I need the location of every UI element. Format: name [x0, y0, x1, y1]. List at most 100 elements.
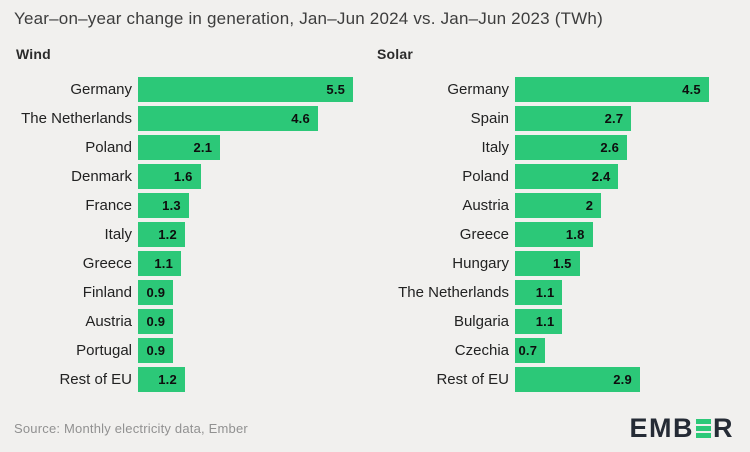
category-label: The Netherlands: [398, 284, 509, 301]
bar-track: 5.5: [138, 77, 357, 102]
bar: 5.5: [138, 77, 354, 102]
value-label: 1.1: [535, 285, 555, 300]
category-label: Greece: [82, 255, 132, 272]
bar-track: 1.1: [515, 280, 711, 305]
bar-track: 2.7: [515, 106, 711, 131]
category-label: Czechia: [454, 342, 509, 359]
bar-track: 1.8: [515, 222, 711, 247]
bar: 2.1: [138, 135, 221, 160]
value-label: 2.1: [193, 140, 213, 155]
category-label: France: [85, 197, 132, 214]
bar: 2.4: [515, 164, 619, 189]
bar: 1.5: [515, 251, 580, 276]
bar: 0.9: [138, 338, 174, 363]
bar: 0.9: [138, 309, 174, 334]
bar-track: 2.1: [138, 135, 357, 160]
bar-row: Greece 1.8: [375, 220, 736, 249]
value-label: 2.4: [591, 169, 611, 184]
ember-logo-text-prefix: EMB: [629, 413, 694, 443]
bar-row: Denmark 1.6: [14, 162, 375, 191]
bar-track: 4.6: [138, 106, 357, 131]
bar-track: 1.2: [138, 222, 357, 247]
bar-row: Finland 0.9: [14, 278, 375, 307]
category-label: Italy: [481, 139, 509, 156]
value-label: 2: [585, 198, 594, 213]
chart-title: Year–on–year change in generation, Jan–J…: [14, 9, 603, 28]
ember-logo: EMB R: [630, 415, 735, 442]
bar: 0.9: [138, 280, 174, 305]
solar-chart: Solar Germany 4.5 Spain 2.7 Italy 2.6 Poland 2.…: [375, 46, 736, 394]
bar: 2: [515, 193, 602, 218]
bar-row: Bulgaria 1.1: [375, 307, 736, 336]
value-label: 5.5: [326, 82, 346, 97]
value-label: 1.3: [162, 198, 181, 213]
value-label: 0.9: [146, 343, 166, 358]
category-label: Portugal: [76, 342, 132, 359]
bar-row: Rest of EU 2.9: [375, 365, 736, 394]
category-label: Poland: [85, 139, 132, 156]
bar-track: 1.2: [138, 367, 357, 392]
bar-row: Austria 0.9: [14, 307, 375, 336]
bar-row: Greece 1.1: [14, 249, 375, 278]
bar-row: The Netherlands 1.1: [375, 278, 736, 307]
value-label: 1.1: [535, 314, 555, 329]
ember-logo-text-suffix: R: [713, 413, 734, 443]
value-label: 2.6: [600, 140, 619, 155]
category-label: Poland: [462, 168, 509, 185]
value-label: 1.8: [565, 227, 585, 242]
bar: 1.6: [138, 164, 201, 189]
bar: 1.2: [138, 367, 185, 392]
value-label: 4.6: [291, 111, 310, 126]
bar-track: 0.9: [138, 280, 357, 305]
wind-chart-rows: Germany 5.5 The Netherlands 4.6 Poland 2.1 Den…: [14, 75, 375, 394]
bar: 2.7: [515, 106, 632, 131]
bar-track: 0.9: [138, 309, 357, 334]
footer: Source: Monthly electricity data, Ember …: [14, 415, 734, 442]
bar-track: 4.5: [515, 77, 711, 102]
bar-track: 0.9: [138, 338, 357, 363]
category-label: Hungary: [452, 255, 509, 272]
wind-chart-label: Wind: [16, 46, 51, 62]
bar-row: Italy 1.2: [14, 220, 375, 249]
value-label: 1.1: [154, 256, 174, 271]
bar: 4.6: [138, 106, 318, 131]
bar-track: 1.6: [138, 164, 357, 189]
bar-track: 2.6: [515, 135, 711, 160]
value-label: 1.2: [158, 227, 177, 242]
value-label: 2.7: [604, 111, 624, 126]
bar-row: Poland 2.4: [375, 162, 736, 191]
category-label: Bulgaria: [453, 313, 509, 330]
bar: 0.7: [515, 338, 546, 363]
category-label: Spain: [470, 110, 509, 127]
value-label: 1.5: [552, 256, 572, 271]
category-label: Greece: [459, 226, 509, 243]
bar: 1.1: [138, 251, 182, 276]
wind-chart: Wind Germany 5.5 The Netherlands 4.6 Poland 2…: [14, 46, 375, 394]
category-label: Rest of EU: [59, 371, 132, 388]
bar-row: Spain 2.7: [375, 104, 736, 133]
bar-track: 2: [515, 193, 711, 218]
category-label: Denmark: [71, 168, 132, 185]
bar-row: The Netherlands 4.6: [14, 104, 375, 133]
bar-row: France 1.3: [14, 191, 375, 220]
bar-row: Italy 2.6: [375, 133, 736, 162]
value-label: 1.2: [158, 372, 177, 387]
category-label: The Netherlands: [21, 110, 132, 127]
bar-track: 0.7: [515, 338, 711, 363]
bar-track: 1.5: [515, 251, 711, 276]
value-label: 0.7: [518, 343, 538, 358]
value-label: 4.5: [682, 82, 701, 97]
category-label: Germany: [70, 81, 132, 98]
bar-row: Portugal 0.9: [14, 336, 375, 365]
bar-row: Germany 4.5: [375, 75, 736, 104]
bar-track: 1.3: [138, 193, 357, 218]
bar: 1.8: [515, 222, 593, 247]
bar-row: Czechia 0.7: [375, 336, 736, 365]
category-label: Finland: [82, 284, 132, 301]
bar-row: Germany 5.5: [14, 75, 375, 104]
source-note: Source: Monthly electricity data, Ember: [14, 421, 248, 436]
value-label: 0.9: [146, 285, 166, 300]
category-label: Rest of EU: [436, 371, 509, 388]
bar-row: Hungary 1.5: [375, 249, 736, 278]
